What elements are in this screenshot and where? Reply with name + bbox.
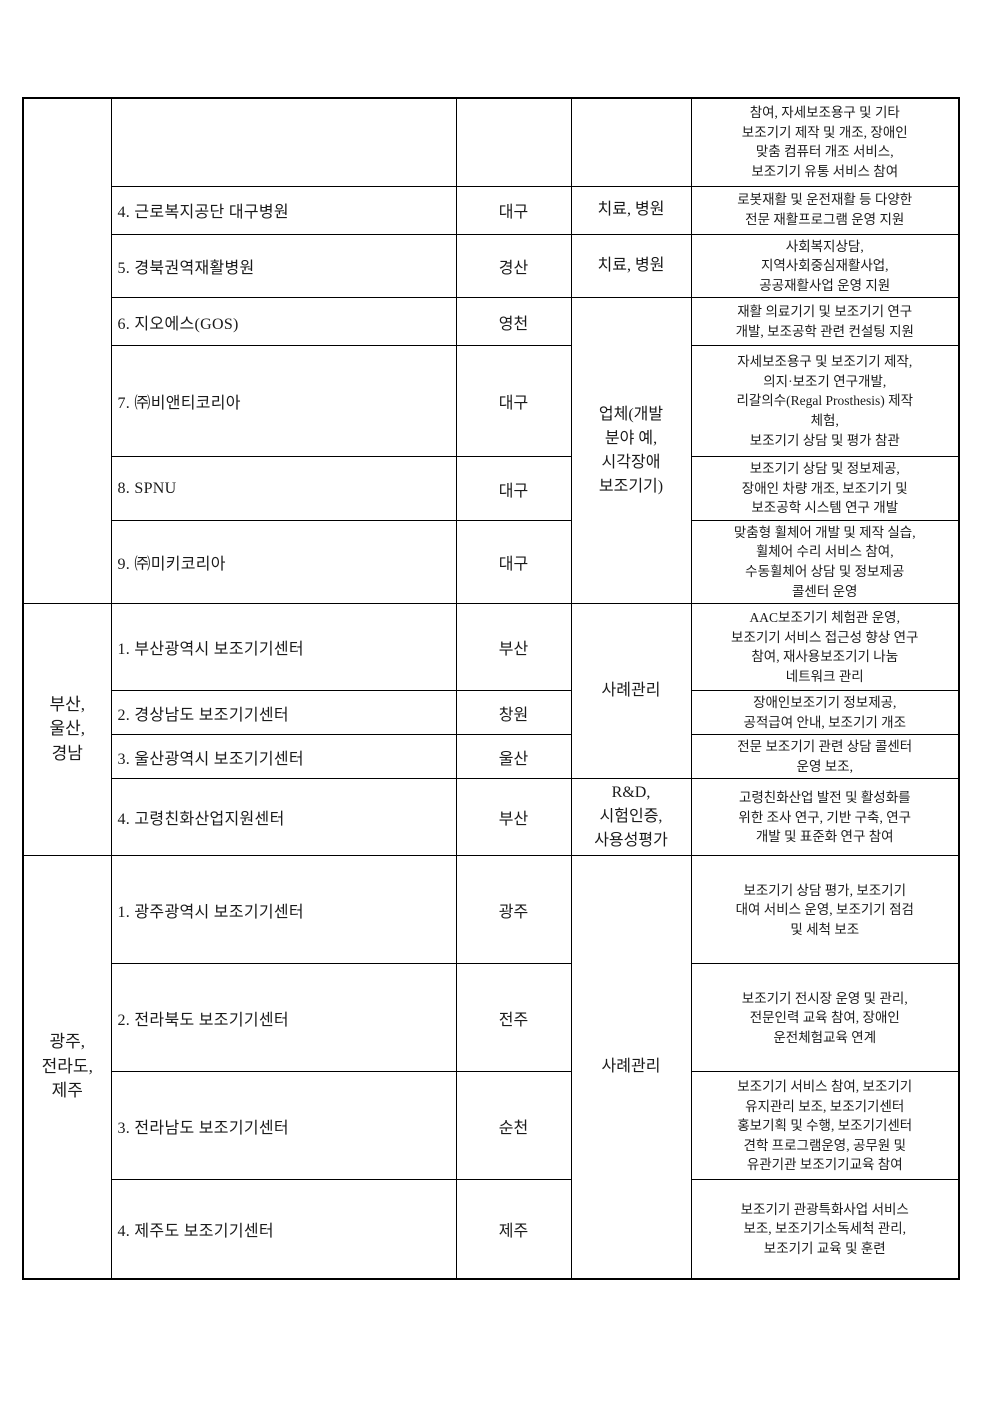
org-name-cell: 5. 경북권역재활병원 — [110, 233, 457, 299]
category-cell — [570, 97, 692, 187]
city-cell: 대구 — [455, 519, 572, 605]
org-name-cell: 4. 고령친화산업지원센터 — [110, 778, 457, 857]
table-row: 5. 경북권역재활병원 경산 치료, 병원 사회복지상담, 지역사회중심재활사업, 공… — [23, 233, 960, 299]
org-name-cell: 3. 울산광역시 보조기기센터 — [110, 734, 457, 780]
org-name-cell — [110, 97, 457, 187]
organization-table: 참여, 자세보조용구 및 기타 보조기기 제작 및 개조, 장애인 맞춤 컴퓨터… — [22, 97, 960, 1280]
description-cell: 사회복지상담, 지역사회중심재활사업, 공공재활사업 운영 지원 — [690, 233, 960, 299]
city-cell: 전주 — [455, 963, 572, 1073]
city-cell: 부산 — [455, 603, 572, 692]
table-row: 6. 지오에스(GOS) 영천 업체(개발 분야 예, 시각장애 보조기기) 재활 의… — [23, 297, 960, 605]
region-cell: 광주, 전라도, 제주 — [22, 855, 112, 1280]
city-cell: 울산 — [455, 734, 572, 780]
description-cell: 보조기기 상담 평가, 보조기기 대여 서비스 운영, 보조기기 점검 및 세척… — [690, 855, 960, 965]
city-cell: 대구 — [455, 345, 572, 458]
city-cell: 대구 — [455, 456, 572, 521]
description-cell: 장애인보조기기 정보제공, 공적급여 안내, 보조기기 개조 — [690, 690, 960, 736]
table-row: 2. 경상남도 보조기기센터 창원 장애인보조기기 정보제공, 공적급여 안내, 보… — [23, 690, 960, 736]
org-name-cell: 4. 근로복지공단 대구병원 — [110, 185, 457, 235]
org-name-cell: 2. 전라북도 보조기기센터 — [110, 963, 457, 1073]
description-cell: 자세보조용구 및 보조기기 제작, 의지·보조기 연구개발, 리갈의수(Rega… — [690, 345, 960, 458]
description-cell: 전문 보조기기 관련 상담 콜센터 운영 보조, — [690, 734, 960, 780]
description-cell: AAC보조기기 체험관 운영, 보조기기 서비스 접근성 향상 연구 참여, 재… — [690, 603, 960, 692]
table-row: 2. 전라북도 보조기기센터 전주 보조기기 전시장 운영 및 관리, 전문인력 교… — [23, 963, 960, 1073]
org-name-cell: 9. ㈜미키코리아 — [110, 519, 457, 605]
org-name-cell: 1. 부산광역시 보조기기센터 — [110, 603, 457, 692]
description-cell: 재활 의료기기 및 보조기기 연구 개발, 보조공학 관련 컨설팅 지원 — [690, 297, 960, 347]
org-name-cell: 6. 지오에스(GOS) — [110, 297, 457, 347]
category-cell: 업체(개발 분야 예, 시각장애 보조기기) — [570, 297, 692, 605]
table-row: 3. 울산광역시 보조기기센터 울산 전문 보조기기 관련 상담 콜센터 운영 보조… — [23, 734, 960, 780]
category-cell: R&D, 시험인증, 사용성평가 — [570, 778, 692, 857]
org-name-cell: 7. ㈜비앤티코리아 — [110, 345, 457, 458]
description-cell: 고령친화산업 발전 및 활성화를 위한 조사 연구, 기반 구축, 연구 개발 … — [690, 778, 960, 857]
description-cell: 보조기기 서비스 참여, 보조기기 유지관리 보조, 보조기기센터 홍보기획 및… — [690, 1071, 960, 1181]
description-cell: 참여, 자세보조용구 및 기타 보조기기 제작 및 개조, 장애인 맞춤 컴퓨터… — [690, 97, 960, 187]
city-cell: 대구 — [455, 185, 572, 235]
table-row: 4. 고령친화산업지원센터 부산 R&D, 시험인증, 사용성평가 고령친화산업 발전… — [23, 778, 960, 857]
org-name-cell: 3. 전라남도 보조기기센터 — [110, 1071, 457, 1181]
category-cell: 사례관리 — [570, 855, 692, 1280]
description-cell: 보조기기 관광특화사업 서비스 보조, 보조기기소독세척 관리, 보조기기 교육… — [690, 1179, 960, 1280]
table-row: 9. ㈜미키코리아 대구 맞춤형 휠체어 개발 및 제작 실습, 휠체어 수리 서비… — [23, 519, 960, 605]
table-row: 광주, 전라도, 제주 1. 광주광역시 보조기기센터 광주 사례관리 보조기기 상담 … — [22, 855, 960, 1280]
category-cell: 치료, 병원 — [570, 233, 692, 299]
region-cell: 부산, 울산, 경남 — [22, 603, 112, 857]
org-name-cell: 1. 광주광역시 보조기기센터 — [110, 855, 457, 965]
description-cell: 맞춤형 휠체어 개발 및 제작 실습, 휠체어 수리 서비스 참여, 수동휠체어… — [690, 519, 960, 605]
city-cell: 부산 — [455, 778, 572, 857]
org-name-cell: 4. 제주도 보조기기센터 — [110, 1179, 457, 1280]
description-cell: 보조기기 전시장 운영 및 관리, 전문인력 교육 참여, 장애인 운전체험교육… — [690, 963, 960, 1073]
table-row: 부산, 울산, 경남 1. 부산광역시 보조기기센터 부산 사례관리 AAC보조기기 체… — [22, 603, 960, 857]
city-cell: 제주 — [455, 1179, 572, 1280]
description-cell: 보조기기 상담 및 정보제공, 장애인 차량 개조, 보조기기 및 보조공학 시… — [690, 456, 960, 521]
city-cell — [455, 97, 572, 187]
city-cell: 광주 — [455, 855, 572, 965]
category-cell: 사례관리 — [570, 603, 692, 780]
city-cell: 순천 — [455, 1071, 572, 1181]
region-cell — [22, 97, 112, 605]
table-row: 8. SPNU 대구 보조기기 상담 및 정보제공, 장애인 차량 개조, 보조기기… — [23, 456, 960, 521]
table-row: 4. 근로복지공단 대구병원 대구 치료, 병원 로봇재활 및 운전재활 등 다양한 … — [23, 185, 960, 235]
category-cell: 치료, 병원 — [570, 185, 692, 235]
table-row: 3. 전라남도 보조기기센터 순천 보조기기 서비스 참여, 보조기기 유지관리 보… — [23, 1071, 960, 1181]
table-row: 참여, 자세보조용구 및 기타 보조기기 제작 및 개조, 장애인 맞춤 컴퓨터… — [22, 97, 960, 605]
city-cell: 영천 — [455, 297, 572, 347]
org-name-cell: 8. SPNU — [110, 456, 457, 521]
table-row: 7. ㈜비앤티코리아 대구 자세보조용구 및 보조기기 제작, 의지·보조기 연구개… — [23, 345, 960, 458]
table-row: 4. 제주도 보조기기센터 제주 보조기기 관광특화사업 서비스 보조, 보조기기소… — [23, 1179, 960, 1280]
org-name-cell: 2. 경상남도 보조기기센터 — [110, 690, 457, 736]
table-body: 참여, 자세보조용구 및 기타 보조기기 제작 및 개조, 장애인 맞춤 컴퓨터… — [22, 97, 960, 1280]
description-cell: 로봇재활 및 운전재활 등 다양한 전문 재활프로그램 운영 지원 — [690, 185, 960, 235]
city-cell: 경산 — [455, 233, 572, 299]
city-cell: 창원 — [455, 690, 572, 736]
